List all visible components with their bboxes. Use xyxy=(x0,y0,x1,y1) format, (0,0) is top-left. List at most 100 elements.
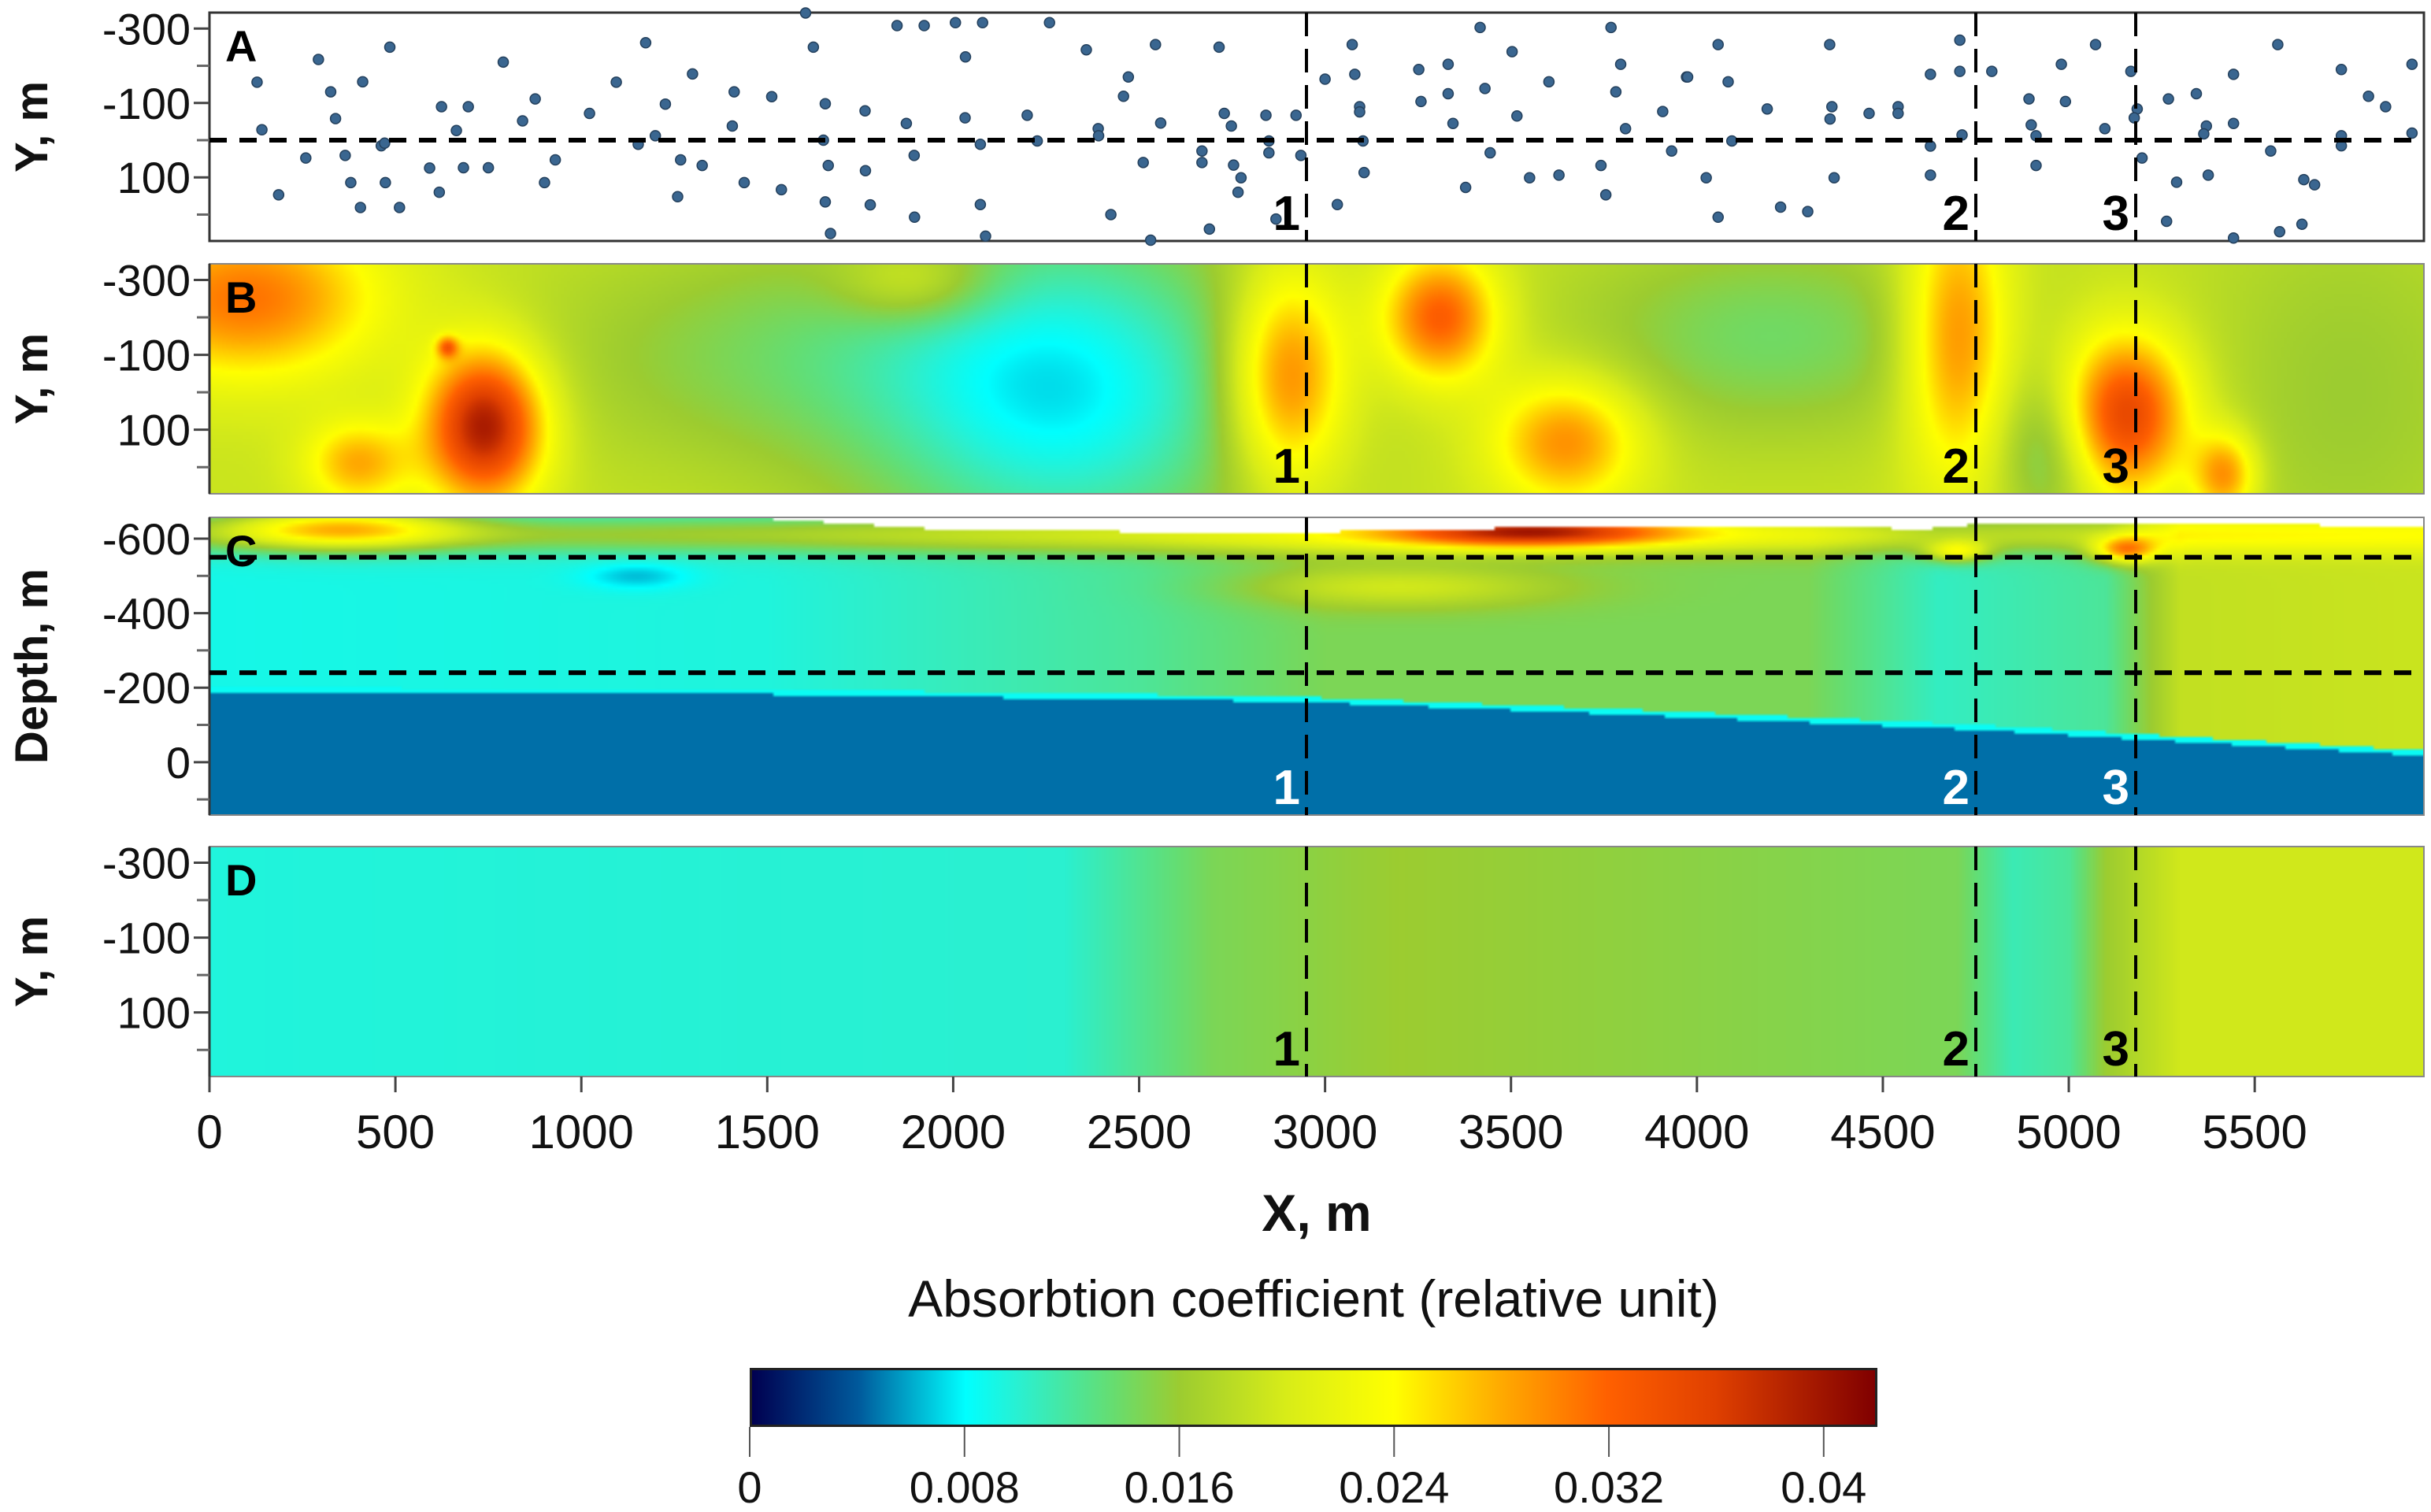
data-point xyxy=(2030,159,2042,172)
panel-frame xyxy=(209,263,2425,495)
data-point xyxy=(1150,39,1162,50)
panel-frame xyxy=(209,517,2425,816)
data-point xyxy=(482,161,495,174)
data-point xyxy=(2227,232,2240,244)
data-point xyxy=(1666,145,1677,157)
data-point xyxy=(2227,69,2240,80)
data-point xyxy=(357,76,369,88)
colorbar-title: Absorbtion coefficient (relative unit) xyxy=(908,1269,1719,1328)
data-point xyxy=(1954,34,1966,46)
data-point xyxy=(1506,46,1518,57)
x-tick-label: 1000 xyxy=(528,1106,633,1158)
colorbar-tick-label: 0.008 xyxy=(910,1462,1020,1512)
data-point xyxy=(1228,159,1240,171)
data-point xyxy=(450,124,462,136)
data-point xyxy=(959,112,971,124)
data-point xyxy=(696,159,708,172)
data-point xyxy=(1511,110,1523,122)
data-point xyxy=(2202,169,2214,181)
data-point xyxy=(1447,117,1459,129)
data-point xyxy=(610,76,622,88)
data-point xyxy=(974,138,987,150)
data-point xyxy=(2190,87,2203,100)
data-point xyxy=(1825,101,1838,113)
data-point xyxy=(891,20,903,32)
data-point xyxy=(1925,69,1936,80)
data-point xyxy=(1196,157,1208,169)
data-point xyxy=(435,101,447,113)
colorbar xyxy=(750,1368,1877,1427)
data-point xyxy=(1235,172,1247,183)
data-point xyxy=(1043,17,1055,29)
data-point xyxy=(1954,65,1966,77)
data-point xyxy=(687,68,699,80)
y-axis-label: Y, m xyxy=(6,81,57,172)
data-point xyxy=(807,41,820,54)
data-point xyxy=(1925,169,1936,181)
data-point xyxy=(1700,172,1712,183)
colorbar-tick-label: 0.024 xyxy=(1339,1462,1449,1512)
data-point xyxy=(2265,145,2277,157)
profile-label: 1 xyxy=(1273,439,1300,494)
y-tick-label: -600 xyxy=(102,514,191,564)
data-point xyxy=(2170,176,2183,188)
data-point xyxy=(2099,123,2111,135)
x-tick-label: 4000 xyxy=(1644,1106,1749,1158)
data-point xyxy=(908,150,921,161)
y-tick-label: 0 xyxy=(166,738,191,788)
data-point xyxy=(2136,152,2148,164)
x-tick-label: 2500 xyxy=(1087,1106,1191,1158)
data-point xyxy=(2274,225,2286,238)
data-point xyxy=(2227,117,2240,129)
data-point xyxy=(339,150,351,161)
data-point xyxy=(1474,21,1486,34)
data-point xyxy=(1290,109,1303,121)
data-point xyxy=(859,165,872,176)
data-point xyxy=(1203,223,1216,235)
heatmap-panel-b xyxy=(209,264,2424,494)
data-point xyxy=(2362,91,2374,102)
data-point xyxy=(738,176,750,189)
data-point xyxy=(728,86,740,98)
data-point xyxy=(1232,186,1244,198)
data-point xyxy=(380,176,391,189)
data-point xyxy=(329,113,342,124)
data-point xyxy=(2059,95,2072,108)
x-axis-label: X, m xyxy=(1262,1184,1371,1242)
data-point xyxy=(825,228,836,239)
data-point xyxy=(1358,166,1370,179)
data-point xyxy=(2023,93,2035,105)
data-point xyxy=(1824,113,1836,125)
data-point xyxy=(1413,64,1425,76)
data-point xyxy=(799,7,812,19)
y-tick-label: -400 xyxy=(102,589,191,639)
data-point xyxy=(529,93,541,105)
profile-label: 2 xyxy=(1943,439,1970,494)
x-tick-label: 1500 xyxy=(715,1106,820,1158)
data-point xyxy=(1619,123,1632,135)
panel-b: 1 2 3 -300 -100 100 B Y, m xyxy=(6,255,2425,495)
data-point xyxy=(1524,172,1536,183)
data-point xyxy=(497,56,510,69)
data-point xyxy=(272,189,285,201)
data-point xyxy=(1442,87,1455,100)
data-point xyxy=(1263,146,1275,159)
data-point xyxy=(2406,127,2418,139)
data-point xyxy=(256,124,268,136)
profile-label: 2 xyxy=(1943,761,1970,815)
x-tick-label: 0 xyxy=(196,1106,222,1158)
panel-c: 1 2 3 -600 -400 -200 0 C Depth, m xyxy=(6,514,2425,816)
data-point xyxy=(1605,21,1618,34)
data-point xyxy=(1319,73,1331,85)
data-point xyxy=(517,115,528,127)
y-axis-label: Y, m xyxy=(6,333,57,424)
data-point xyxy=(2089,39,2102,50)
y-tick-label: -100 xyxy=(102,914,191,963)
data-point xyxy=(918,20,930,32)
data-point xyxy=(1479,83,1491,94)
data-point xyxy=(765,91,778,102)
data-point xyxy=(1346,39,1358,50)
data-point xyxy=(584,107,595,120)
